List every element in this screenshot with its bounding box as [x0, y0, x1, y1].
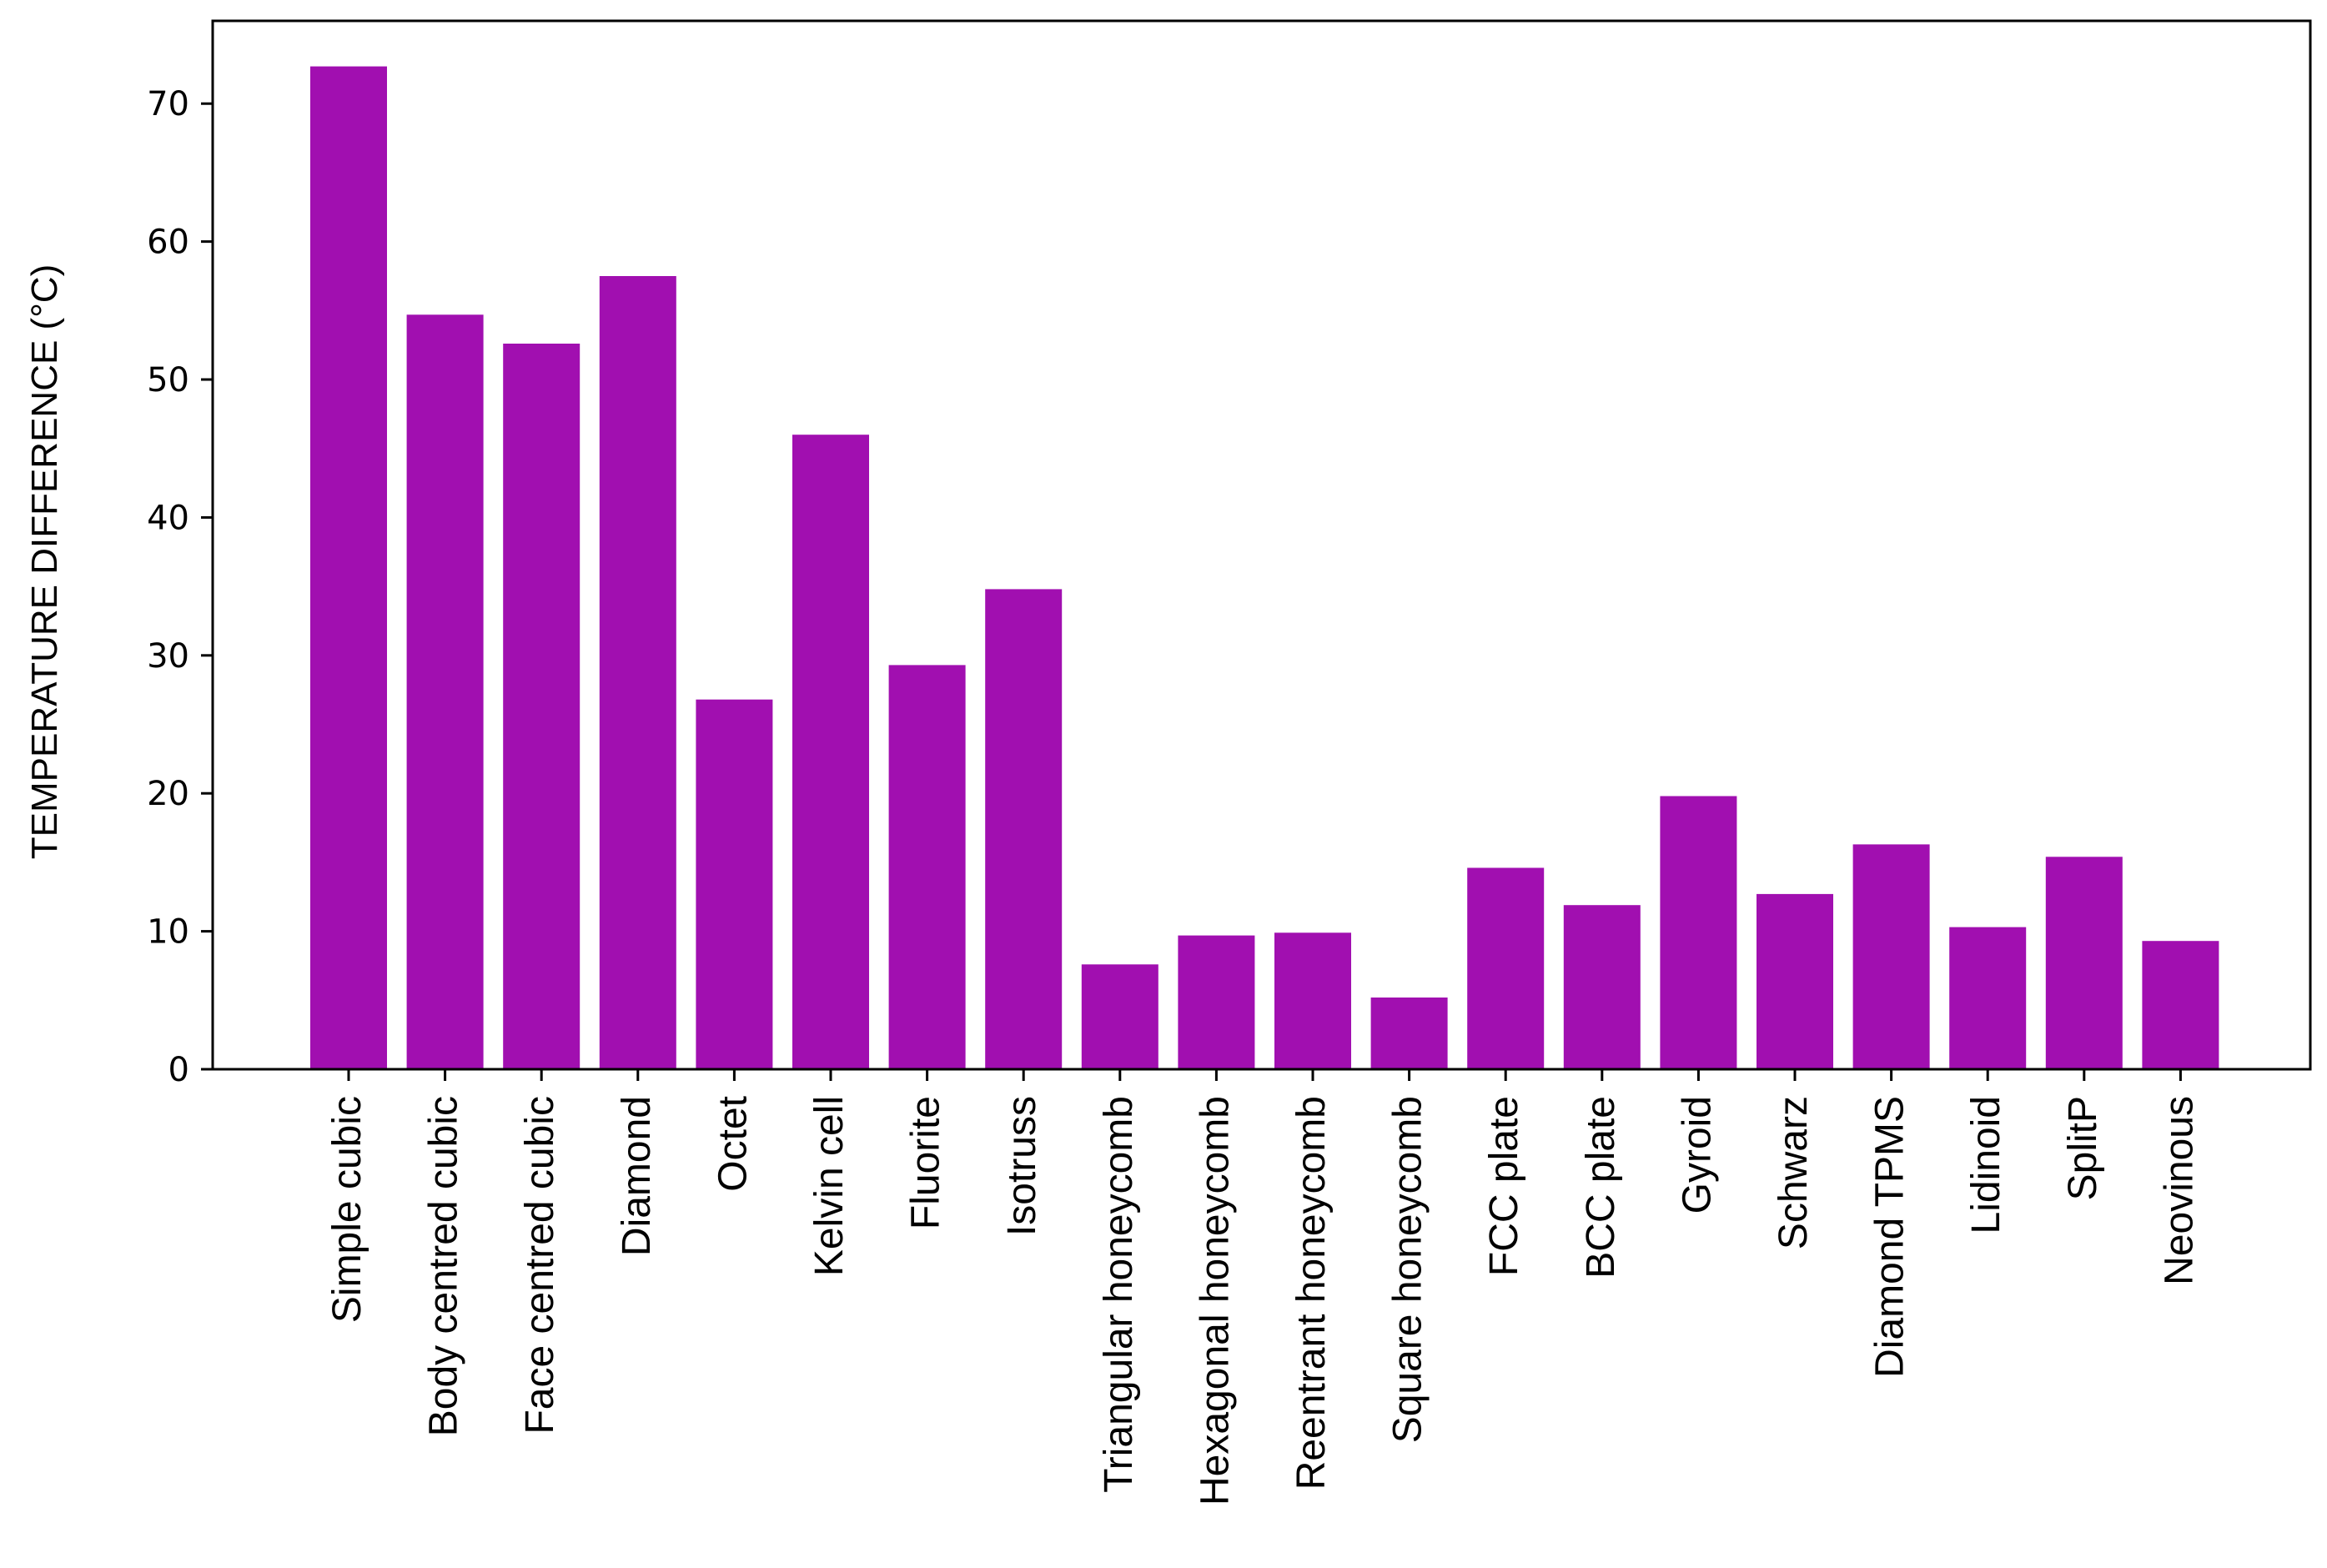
x-tick-label: Schwarz [1772, 1096, 1816, 1249]
x-tick-label: BCC plate [1579, 1096, 1623, 1279]
y-tick-label: 60 [147, 224, 189, 262]
x-tick-label: Gyroid [1675, 1096, 1719, 1214]
x-tick-label: Hexagonal honeycomb [1193, 1096, 1237, 1505]
bar [2045, 857, 2123, 1069]
x-tick-label: Isotruss [1000, 1096, 1044, 1236]
y-tick-label: 30 [147, 637, 189, 676]
x-tick-label: Triangular honeycomb [1097, 1096, 1141, 1493]
y-tick-label: 50 [147, 361, 189, 400]
y-tick-label: 70 [147, 85, 189, 123]
x-tick-label: Neovinous [2157, 1096, 2201, 1285]
bar [406, 314, 484, 1069]
x-tick-label: Reentrant honeycomb [1289, 1096, 1334, 1490]
x-tick-label: Simple cubic [325, 1096, 369, 1323]
bar [1370, 998, 1448, 1069]
x-tick-label: Fluorite [904, 1096, 948, 1229]
x-tick-label: Diamond [615, 1096, 659, 1256]
bar [1081, 964, 1158, 1069]
x-axis-ticks: Simple cubic Body centred cubic Face centr… [325, 1069, 2201, 1505]
bar [792, 435, 869, 1069]
x-tick-label: Face centred cubic [518, 1096, 562, 1435]
x-tick-label: Octet [711, 1096, 755, 1192]
y-tick-label: 0 [168, 1051, 189, 1089]
bar [1178, 935, 1255, 1069]
y-tick-label: 40 [147, 499, 189, 537]
bar [1660, 796, 1737, 1069]
x-tick-label: Lidinoid [1964, 1096, 2008, 1234]
y-axis-ticks: 0 10 20 30 40 50 60 70 [147, 85, 213, 1089]
y-axis-label: TEMPERATURE DIFFERENCE (°C) [24, 264, 65, 859]
bar [1467, 867, 1545, 1069]
bar [2142, 941, 2219, 1069]
y-tick-label: 20 [147, 775, 189, 813]
bar [1274, 932, 1351, 1069]
bar [1757, 893, 1833, 1069]
bar [1852, 844, 1930, 1069]
x-tick-label: Square honeycomb [1386, 1096, 1430, 1443]
x-tick-label: Body centred cubic [422, 1096, 466, 1436]
bar [503, 344, 580, 1069]
bar [985, 589, 1063, 1069]
x-tick-label: FCC plate [1482, 1096, 1526, 1276]
x-tick-label: Diamond TPMS [1868, 1096, 1912, 1378]
bar [599, 276, 676, 1069]
bar [1949, 927, 2027, 1069]
bar [696, 699, 773, 1069]
plot-frame [211, 19, 2312, 1071]
x-tick-label: SplitP [2061, 1096, 2105, 1200]
bar [310, 66, 387, 1070]
bar [888, 665, 966, 1069]
y-tick-label: 10 [147, 913, 189, 952]
bars [310, 66, 2219, 1070]
x-tick-label: Kelvin cell [807, 1096, 852, 1276]
bar [1563, 905, 1641, 1069]
